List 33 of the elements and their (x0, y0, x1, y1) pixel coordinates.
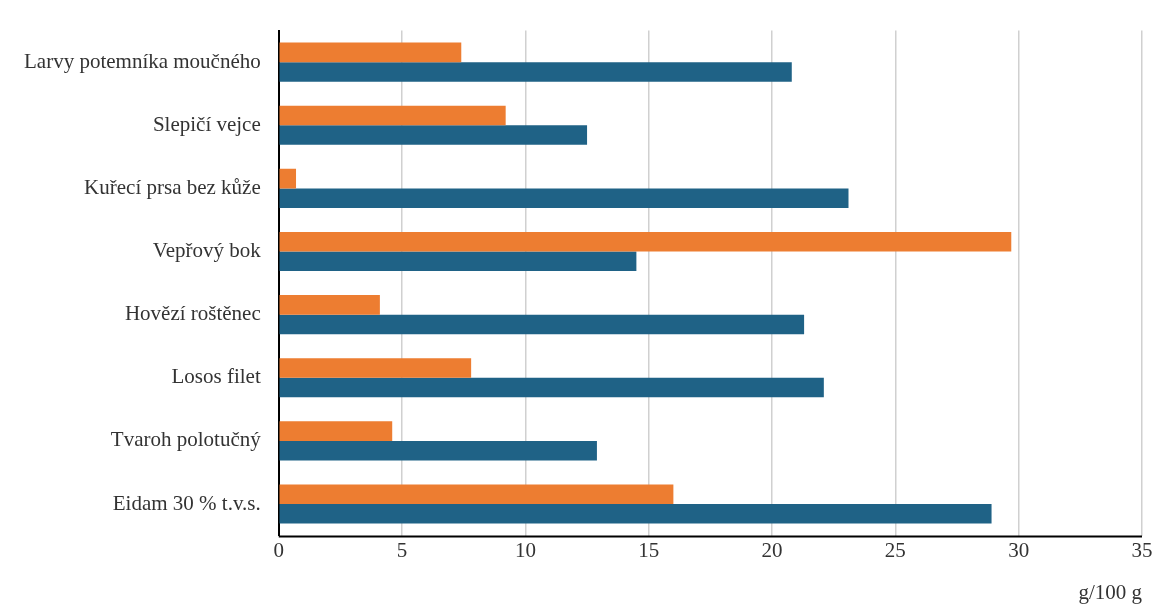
x-tick-label: 10 (514, 537, 536, 562)
bar (279, 484, 674, 505)
bar (279, 231, 1012, 252)
y-tick-label: Slepičí vejce (152, 111, 261, 136)
bar (279, 440, 597, 461)
x-tick-label: 35 (1131, 537, 1153, 562)
y-tick-label: Hovězí roštěnec (124, 301, 261, 326)
y-tick-label: Kuřecí prsa bez kůže (84, 174, 261, 199)
y-tick-label: Eidam 30 % t.v.s. (112, 490, 261, 515)
x-tick-label: 15 (638, 537, 660, 562)
x-tick-label: 5 (396, 537, 408, 562)
x-tick-label: 25 (884, 537, 906, 562)
bar (279, 105, 506, 126)
y-tick-label: Larvy potemníka moučného (24, 48, 261, 73)
x-axis-title: g/100 g (1078, 579, 1143, 604)
bar (279, 168, 297, 189)
bar (279, 42, 462, 63)
bar (279, 421, 393, 441)
bar (279, 251, 637, 272)
bar (279, 358, 472, 378)
bar (279, 125, 588, 145)
bar (279, 314, 805, 335)
bar (279, 377, 824, 398)
x-tick-label: 20 (761, 537, 783, 562)
bar (279, 62, 792, 82)
bar (279, 188, 849, 208)
bar (279, 295, 380, 315)
y-tick-label: Vepřový bok (152, 238, 262, 263)
x-tick-label: 30 (1008, 537, 1030, 562)
y-tick-label: Losos filet (171, 364, 261, 389)
y-tick-label: Tvaroh polotučný (110, 427, 262, 452)
x-tick-label: 0 (273, 537, 285, 562)
bar (279, 504, 992, 524)
